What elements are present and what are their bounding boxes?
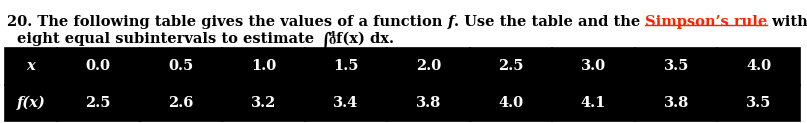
Text: 2.6: 2.6 <box>168 96 194 110</box>
Bar <box>470 48 552 85</box>
Text: 4.0: 4.0 <box>746 59 771 73</box>
Text: 3.0: 3.0 <box>581 59 606 73</box>
Text: 20. The following table gives the values of a function: 20. The following table gives the values… <box>7 15 448 29</box>
Bar <box>552 85 635 121</box>
Text: 3.5: 3.5 <box>663 59 689 73</box>
Bar <box>140 85 222 121</box>
Bar <box>635 48 717 85</box>
Bar <box>387 48 470 85</box>
Text: 0: 0 <box>329 37 337 46</box>
Bar <box>140 48 222 85</box>
Text: 3.5: 3.5 <box>746 96 771 110</box>
Bar <box>222 85 305 121</box>
Bar <box>717 85 800 121</box>
Bar <box>5 85 57 121</box>
Text: 4: 4 <box>329 31 336 40</box>
Bar <box>387 85 470 121</box>
Text: with: with <box>767 15 807 29</box>
Text: Simpson’s rule: Simpson’s rule <box>645 15 767 29</box>
Text: f(x): f(x) <box>17 96 45 110</box>
Text: 1.0: 1.0 <box>251 59 276 73</box>
Text: 1.5: 1.5 <box>333 59 358 73</box>
Text: 0.0: 0.0 <box>86 59 111 73</box>
Bar <box>57 48 140 85</box>
Bar <box>552 48 635 85</box>
Text: 2.5: 2.5 <box>86 96 111 110</box>
Bar <box>5 48 57 85</box>
Text: 0.5: 0.5 <box>168 59 194 73</box>
Text: eight equal subintervals to estimate: eight equal subintervals to estimate <box>17 32 320 46</box>
Text: ∫: ∫ <box>320 31 331 51</box>
Bar <box>635 85 717 121</box>
Bar <box>305 85 387 121</box>
Text: 3.2: 3.2 <box>251 96 276 110</box>
Text: x: x <box>27 59 36 73</box>
Bar <box>305 48 387 85</box>
Text: f(x) dx.: f(x) dx. <box>336 32 394 46</box>
Text: 2.0: 2.0 <box>416 59 441 73</box>
Text: 2.5: 2.5 <box>498 59 524 73</box>
Text: . Use the table and the: . Use the table and the <box>454 15 645 29</box>
Bar <box>717 48 800 85</box>
Text: 4.1: 4.1 <box>581 96 606 110</box>
Bar <box>470 85 552 121</box>
Text: 3.8: 3.8 <box>663 96 689 110</box>
Text: 4.0: 4.0 <box>499 96 524 110</box>
Text: 3.8: 3.8 <box>416 96 441 110</box>
Bar <box>57 85 140 121</box>
Text: f: f <box>448 15 454 29</box>
Text: 3.4: 3.4 <box>333 96 358 110</box>
Bar <box>222 48 305 85</box>
